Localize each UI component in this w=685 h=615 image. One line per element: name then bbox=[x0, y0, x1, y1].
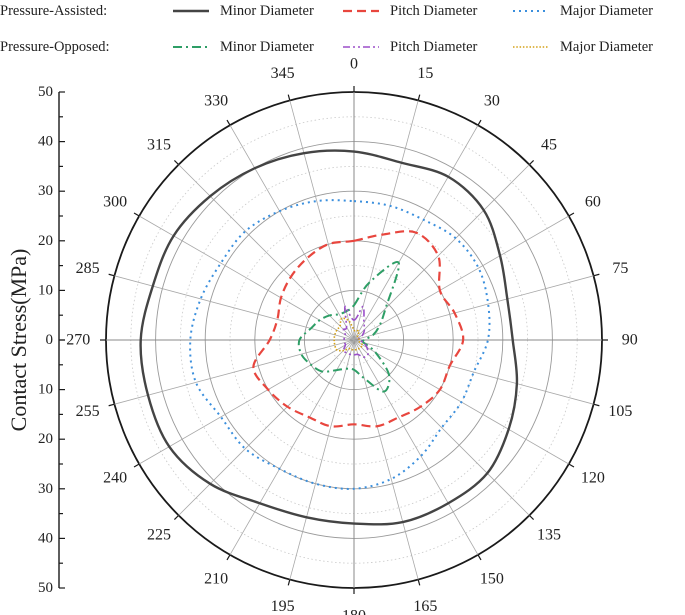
angle-tick bbox=[417, 579, 421, 586]
angle-tick bbox=[287, 579, 291, 586]
legend-group-label: Pressure-Assisted: bbox=[0, 3, 107, 19]
grid-spoke bbox=[139, 339, 355, 465]
legend-group-label: Pressure-Opposed: bbox=[0, 39, 110, 55]
series-line-3 bbox=[297, 261, 400, 393]
radial-tick-label: 50 bbox=[38, 580, 53, 596]
radial-tick-label: 50 bbox=[38, 84, 53, 100]
angle-tick bbox=[173, 159, 180, 166]
angle-label: 300 bbox=[103, 194, 127, 211]
legend: Pressure-Assisted: Minor Diameter Pitch Di… bbox=[0, 3, 653, 55]
radial-tick-label: 20 bbox=[38, 431, 53, 447]
series-line-2 bbox=[189, 199, 491, 490]
radial-tick-label: 10 bbox=[38, 282, 53, 298]
angle-tick bbox=[417, 94, 421, 101]
angle-label: 210 bbox=[204, 570, 228, 587]
angle-label: 345 bbox=[271, 65, 295, 82]
angle-label: 150 bbox=[480, 570, 504, 587]
angle-tick bbox=[226, 119, 231, 126]
radial-tick-label: 40 bbox=[38, 134, 53, 150]
radial-tick-label: 30 bbox=[38, 183, 53, 199]
angle-tick bbox=[108, 403, 115, 407]
radial-tick-label: 10 bbox=[38, 382, 53, 398]
legend-entry-label: Major Diameter bbox=[560, 39, 653, 55]
angle-label: 180 bbox=[342, 607, 366, 615]
angle-label: 90 bbox=[622, 332, 638, 349]
series-layer bbox=[139, 149, 519, 526]
radial-tick-label: 30 bbox=[38, 481, 53, 497]
angle-label: 285 bbox=[76, 260, 100, 277]
grid-spoke bbox=[353, 100, 419, 341]
grid-spoke bbox=[229, 339, 355, 555]
angle-tick bbox=[108, 273, 115, 277]
angle-label: 255 bbox=[76, 403, 100, 420]
polar-grid bbox=[100, 86, 608, 594]
grid-spoke bbox=[178, 164, 355, 341]
radial-tick-label: 20 bbox=[38, 233, 53, 249]
series-line-4 bbox=[342, 305, 369, 358]
angle-label: 105 bbox=[608, 403, 632, 420]
angle-tick bbox=[477, 554, 482, 561]
grid-spoke bbox=[353, 164, 530, 341]
grid-spoke bbox=[353, 339, 594, 405]
grid-spoke bbox=[353, 339, 530, 516]
angle-label: 240 bbox=[103, 469, 127, 486]
angle-tick bbox=[133, 463, 140, 468]
grid-spoke bbox=[353, 275, 594, 341]
angle-label: 195 bbox=[271, 598, 295, 615]
angle-label: 15 bbox=[417, 65, 433, 82]
angle-tick bbox=[133, 212, 140, 217]
grid-spoke bbox=[353, 339, 419, 580]
angle-label: 225 bbox=[147, 527, 171, 544]
grid-spoke bbox=[353, 215, 569, 341]
legend-entry-label: Pitch Diameter bbox=[390, 3, 478, 19]
grid-spoke bbox=[139, 215, 355, 341]
angle-tick bbox=[226, 554, 231, 561]
grid-spoke bbox=[114, 275, 355, 341]
series-line-0 bbox=[139, 149, 519, 526]
legend-entry-label: Major Diameter bbox=[560, 3, 653, 19]
legend-entry-label: Minor Diameter bbox=[220, 3, 314, 19]
grid-spoke bbox=[353, 339, 479, 555]
angle-tick bbox=[287, 94, 291, 101]
angle-tick bbox=[528, 514, 535, 521]
grid-spoke bbox=[114, 339, 355, 405]
grid-spoke bbox=[178, 339, 355, 516]
grid-spoke bbox=[289, 339, 355, 580]
angle-tick bbox=[593, 403, 600, 407]
angle-tick bbox=[568, 212, 575, 217]
angle-tick bbox=[568, 463, 575, 468]
angle-label: 270 bbox=[66, 332, 90, 349]
series-line-5 bbox=[333, 317, 364, 352]
grid-spoke bbox=[289, 100, 355, 341]
grid-spoke bbox=[229, 125, 355, 341]
angle-tick bbox=[528, 159, 535, 166]
legend-entry-label: Minor Diameter bbox=[220, 39, 314, 55]
angle-label: 0 bbox=[350, 56, 358, 73]
angle-label: 165 bbox=[413, 598, 437, 615]
angle-label: 45 bbox=[541, 136, 557, 153]
angle-tick bbox=[173, 514, 180, 521]
angle-label: 75 bbox=[612, 260, 628, 277]
angle-label: 120 bbox=[581, 469, 605, 486]
y-axis-title: Contact Stress(MPa) bbox=[6, 249, 31, 432]
legend-entry-label: Pitch Diameter bbox=[390, 39, 478, 55]
radial-tick-label: 40 bbox=[38, 530, 53, 546]
angle-label: 315 bbox=[147, 136, 171, 153]
radial-tick-label: 0 bbox=[46, 332, 54, 348]
angle-tick bbox=[593, 273, 600, 277]
series-line-1 bbox=[252, 230, 465, 428]
angle-labels: 0 15 30 45 60 75 90 105 120 135 150 165 180 195 210 225… bbox=[66, 56, 638, 615]
angle-label: 330 bbox=[204, 93, 228, 110]
angle-label: 60 bbox=[585, 194, 601, 211]
angle-label: 30 bbox=[484, 93, 500, 110]
angle-tick bbox=[477, 119, 482, 126]
radial-axis: 0 10 10 20 20 30 30 40 40 50 50 bbox=[38, 84, 65, 596]
angle-label: 135 bbox=[537, 527, 561, 544]
